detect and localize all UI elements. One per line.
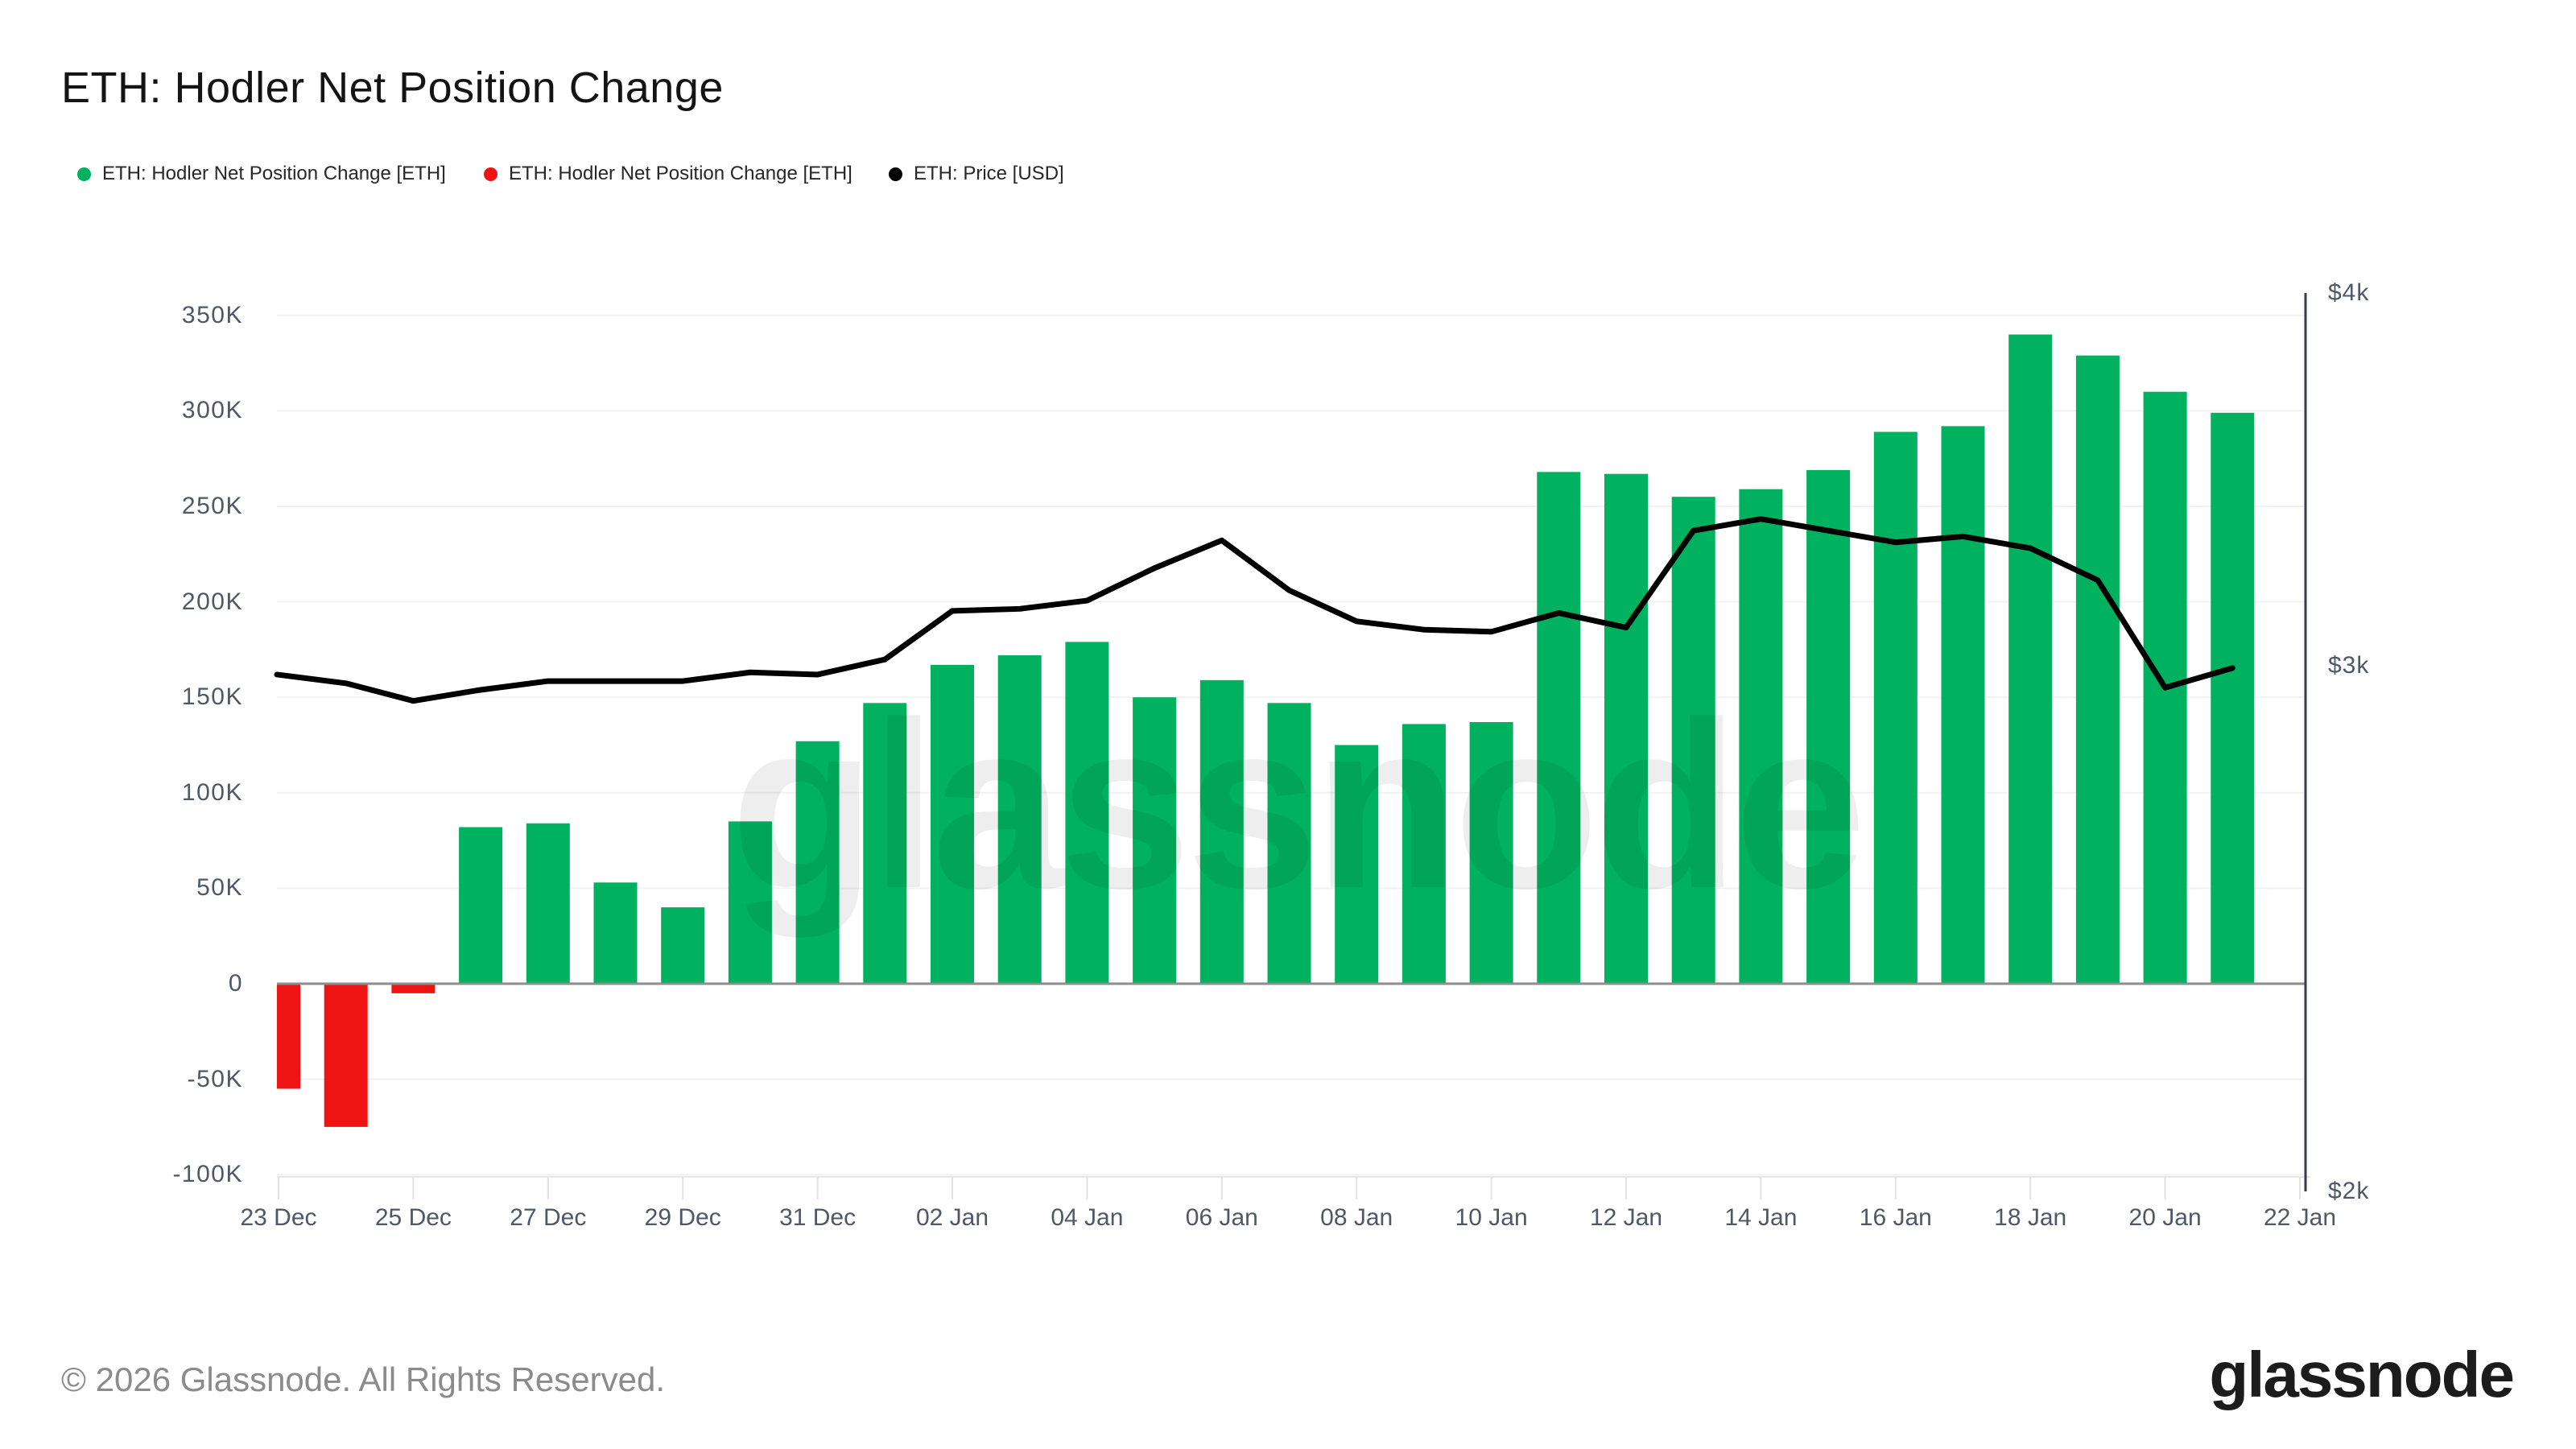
x-tick-label: 22 Jan <box>2263 1204 2337 1231</box>
bar-30-dec[interactable] <box>728 821 772 984</box>
y-left-tick-label: 100K <box>181 778 243 806</box>
y-left-tick-label: 350K <box>181 301 243 328</box>
bar-09-jan[interactable] <box>1402 724 1446 984</box>
bar-10-jan[interactable] <box>1469 722 1513 984</box>
y-left-tick-label: 200K <box>181 588 243 615</box>
legend-dot-icon <box>484 167 497 181</box>
y-left-tick-label: -50K <box>187 1065 243 1092</box>
bar-16-jan[interactable] <box>1873 431 1918 984</box>
legend-item-positive[interactable]: ETH: Hodler Net Position Change [ETH] <box>77 163 446 185</box>
bar-25-dec[interactable] <box>391 984 436 993</box>
legend-item-label: ETH: Hodler Net Position Change [ETH] <box>102 163 446 184</box>
bar-24-dec[interactable] <box>324 984 368 1127</box>
y-right-tick-label: $2k <box>2328 1178 2370 1204</box>
bar-08-jan[interactable] <box>1335 745 1379 985</box>
legend-item-label: ETH: Hodler Net Position Change [ETH] <box>509 163 852 184</box>
bar-14-jan[interactable] <box>1739 489 1783 984</box>
bar-31-dec[interactable] <box>795 741 840 984</box>
y-right-tick-label: $3k <box>2328 652 2370 679</box>
y-left-tick-label: 150K <box>181 683 243 711</box>
bar-19-jan[interactable] <box>2075 355 2120 984</box>
price-line[interactable] <box>274 516 2235 704</box>
legend-item-negative[interactable]: ETH: Hodler Net Position Change [ETH] <box>484 163 852 185</box>
page-title: ETH: Hodler Net Position Change <box>61 64 724 112</box>
x-tick-label: 31 Dec <box>779 1204 857 1231</box>
bar-11-jan[interactable] <box>1537 472 1581 984</box>
legend-item-label: ETH: Price [USD] <box>914 163 1064 184</box>
x-tick-label: 04 Jan <box>1051 1204 1124 1231</box>
bar-15-jan[interactable] <box>1806 469 1851 984</box>
bar-04-jan[interactable] <box>1065 642 1109 984</box>
x-tick-label: 18 Jan <box>1994 1204 2067 1231</box>
x-tick-label: 10 Jan <box>1455 1204 1528 1231</box>
y-left-tick-label: 250K <box>181 493 243 519</box>
x-tick-label: 08 Jan <box>1320 1204 1393 1231</box>
x-tick-label: 12 Jan <box>1589 1204 1663 1231</box>
legend-dot-icon <box>889 167 902 181</box>
copyright-text: © 2026 Glassnode. All Rights Reserved. <box>61 1360 666 1398</box>
bar-21-jan[interactable] <box>2211 412 2255 984</box>
bar-02-jan[interactable] <box>931 664 974 984</box>
bar-29-dec[interactable] <box>661 907 705 984</box>
y-left-tick-label: 300K <box>181 397 243 424</box>
x-tick-label: 20 Jan <box>2128 1204 2202 1231</box>
bar-27-dec[interactable] <box>526 823 570 984</box>
x-tick-label: 25 Dec <box>374 1204 452 1231</box>
bar-06-jan[interactable] <box>1199 679 1244 984</box>
y-left-tick-label: -100K <box>172 1161 243 1188</box>
y-left-tick-label: 50K <box>196 874 243 902</box>
bar-28-dec[interactable] <box>593 882 638 984</box>
x-tick-label: 16 Jan <box>1859 1204 1932 1231</box>
glassnode-watermark: glassnode <box>730 672 1861 939</box>
x-tick-label: 29 Dec <box>644 1204 721 1231</box>
legend-dot-icon <box>77 167 91 181</box>
bar-05-jan[interactable] <box>1133 697 1177 984</box>
x-tick-label: 14 Jan <box>1724 1204 1798 1231</box>
bar-23-dec[interactable] <box>277 984 300 1089</box>
bar-18-jan[interactable] <box>2008 334 2053 984</box>
x-tick-label: 06 Jan <box>1185 1204 1258 1231</box>
x-tick-label: 02 Jan <box>915 1204 989 1231</box>
glassnode-logo: glassnode <box>2209 1339 2515 1410</box>
y-left-tick-label: 0 <box>228 970 243 997</box>
bar-07-jan[interactable] <box>1267 703 1311 984</box>
bar-01-jan[interactable] <box>863 703 907 984</box>
y-right-tick-label: $4k <box>2328 279 2370 306</box>
bar-17-jan[interactable] <box>1941 426 1985 984</box>
bar-12-jan[interactable] <box>1604 473 1648 984</box>
bar-13-jan[interactable] <box>1671 497 1715 984</box>
bar-03-jan[interactable] <box>997 655 1042 984</box>
x-tick-label: 23 Dec <box>240 1204 317 1231</box>
x-tick-label: 27 Dec <box>510 1204 587 1231</box>
bar-26-dec[interactable] <box>459 827 503 984</box>
legend-item-price[interactable]: ETH: Price [USD] <box>889 163 1064 185</box>
